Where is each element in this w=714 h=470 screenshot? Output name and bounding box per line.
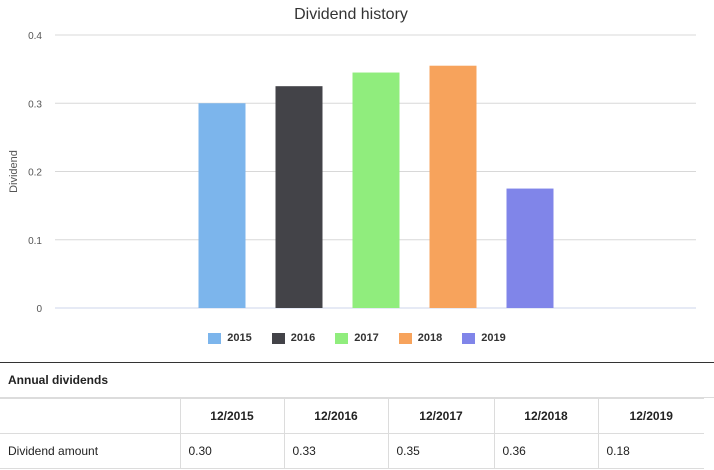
legend-item-2015[interactable]: 2015 [208, 329, 252, 347]
table-header-cell: 12/2018 [493, 398, 599, 434]
table-cell: 0.18 [597, 433, 704, 469]
legend-swatch [398, 332, 412, 344]
bar-2017 [352, 72, 400, 308]
y-tick-label: 0.4 [28, 31, 42, 42]
table-cell: 0.30 [179, 433, 285, 469]
annual-dividends-section: Annual dividends 12/2015 12/2016 12/2017… [0, 363, 714, 469]
dividend-chart: Dividend history 0 0.1 0.2 0.3 0.4 Dividend 20… [0, 6, 714, 347]
legend-label: 2015 [227, 332, 252, 344]
y-tick-label: 0.2 [28, 168, 42, 179]
y-tick-label: 0.3 [28, 99, 42, 110]
legend-label: 2016 [290, 332, 316, 344]
chart-svg: Dividend history 0 0.1 0.2 0.3 0.4 Dividend [8, 6, 696, 315]
table-header-row: 12/2015 12/2016 12/2017 12/2018 12/2019 [0, 398, 704, 434]
table-row: Dividend amount 0.30 0.33 0.35 0.36 0.18 [0, 433, 704, 469]
legend-label: 2017 [354, 332, 379, 344]
bar-2019 [506, 188, 554, 308]
legend-label: 2019 [481, 332, 506, 344]
legend-item-2018[interactable]: 2018 [398, 329, 443, 347]
y-axis-label: Dividend [8, 150, 20, 193]
bar-2016 [275, 86, 323, 308]
legend-swatch [335, 332, 349, 344]
table-cell: 0.35 [387, 433, 495, 469]
legend-item-2017[interactable]: 2017 [335, 329, 379, 347]
table-header-cell: 12/2019 [597, 398, 704, 434]
legend-swatch [208, 332, 222, 344]
bar-2015 [198, 103, 246, 308]
table-header-cell: 12/2016 [283, 398, 389, 434]
row-label: Dividend amount [0, 433, 181, 469]
annual-dividends-table: 12/2015 12/2016 12/2017 12/2018 12/2019 … [0, 398, 704, 469]
legend-swatch [462, 332, 476, 344]
table-cell: 0.33 [283, 433, 389, 469]
table-header-cell: 12/2017 [387, 398, 495, 434]
table-header-cell [0, 398, 181, 434]
section-divider [0, 362, 714, 363]
legend-swatch [271, 332, 285, 344]
legend-label: 2018 [417, 332, 443, 344]
table-cell: 0.36 [493, 433, 599, 469]
legend-item-2019[interactable]: 2019 [462, 329, 506, 347]
table-header-cell: 12/2015 [179, 398, 285, 434]
y-tick-label: 0.1 [28, 236, 42, 247]
legend-item-2016[interactable]: 2016 [271, 329, 316, 347]
chart-legend: 2015 2016 2017 2018 2019 [0, 329, 714, 347]
chart-title: Dividend history [294, 6, 408, 23]
bar-2018 [429, 65, 477, 309]
table-title: Annual dividends [0, 363, 714, 398]
y-tick-label: 0 [36, 304, 42, 315]
